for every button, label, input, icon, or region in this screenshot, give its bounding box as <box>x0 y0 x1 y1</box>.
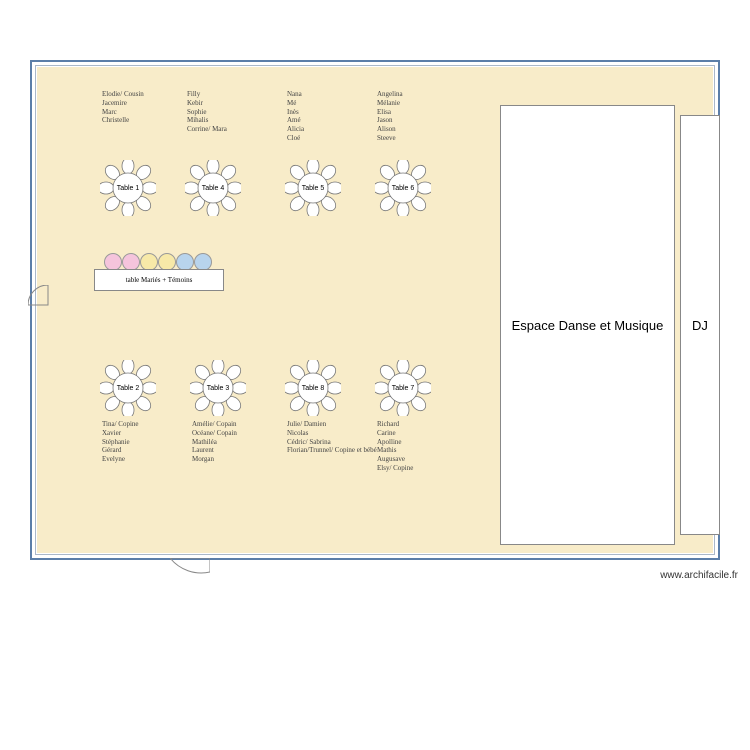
guest-list: Amélie/ CopainOcéane/ CopainMathiléaLaur… <box>192 420 237 464</box>
zone-dance: Espace Danse et Musique <box>500 105 675 545</box>
zone-dj-label: DJ <box>692 318 708 333</box>
guest-list: Julie/ DamienNicolasCédric/ SabrinaFlori… <box>287 420 377 455</box>
guest-list: AngelinaMélanieElisaJasonAlisonSteeve <box>377 90 403 143</box>
flower-table-icon: Table 4 <box>185 160 241 216</box>
table-label: Table 3 <box>190 385 246 392</box>
floorplan-canvas: Table 1 Elodie/ CousinJacemireMarcChriste… <box>30 60 720 560</box>
guest-list: Tina/ CopineXavierStéphanieGérardEvelyne <box>102 420 139 464</box>
flower-table-icon: Table 7 <box>375 360 431 416</box>
door-arc-bottom <box>170 558 210 576</box>
honor-table-label: table Mariés + Témoins <box>126 276 193 284</box>
door-arc-left <box>28 285 50 307</box>
flower-table-icon: Table 8 <box>285 360 341 416</box>
table-label: Table 8 <box>285 385 341 392</box>
table-label: Table 2 <box>100 385 156 392</box>
flower-table-icon: Table 1 <box>100 160 156 216</box>
table-label: Table 6 <box>375 185 431 192</box>
table-label: Table 5 <box>285 185 341 192</box>
table-label: Table 1 <box>100 185 156 192</box>
watermark: www.archifacile.fr <box>660 570 738 581</box>
zone-dance-label: Espace Danse et Musique <box>512 318 664 333</box>
guest-list: Elodie/ CousinJacemireMarcChristelle <box>102 90 144 125</box>
guest-list: RichardCarineApollineMathisAugusaveElsy/… <box>377 420 413 473</box>
guest-list: NanaMéInèsAméAliciaCloé <box>287 90 304 143</box>
flower-table-icon: Table 3 <box>190 360 246 416</box>
flower-table-icon: Table 6 <box>375 160 431 216</box>
honor-table-rect: table Mariés + Témoins <box>94 269 224 291</box>
flower-table-icon: Table 5 <box>285 160 341 216</box>
table-label: Table 7 <box>375 385 431 392</box>
zone-dj: DJ <box>680 115 720 535</box>
table-label: Table 4 <box>185 185 241 192</box>
flower-table-icon: Table 2 <box>100 360 156 416</box>
guest-list: FillyKebirSophieMihalisCorrine/ Mara <box>187 90 227 134</box>
